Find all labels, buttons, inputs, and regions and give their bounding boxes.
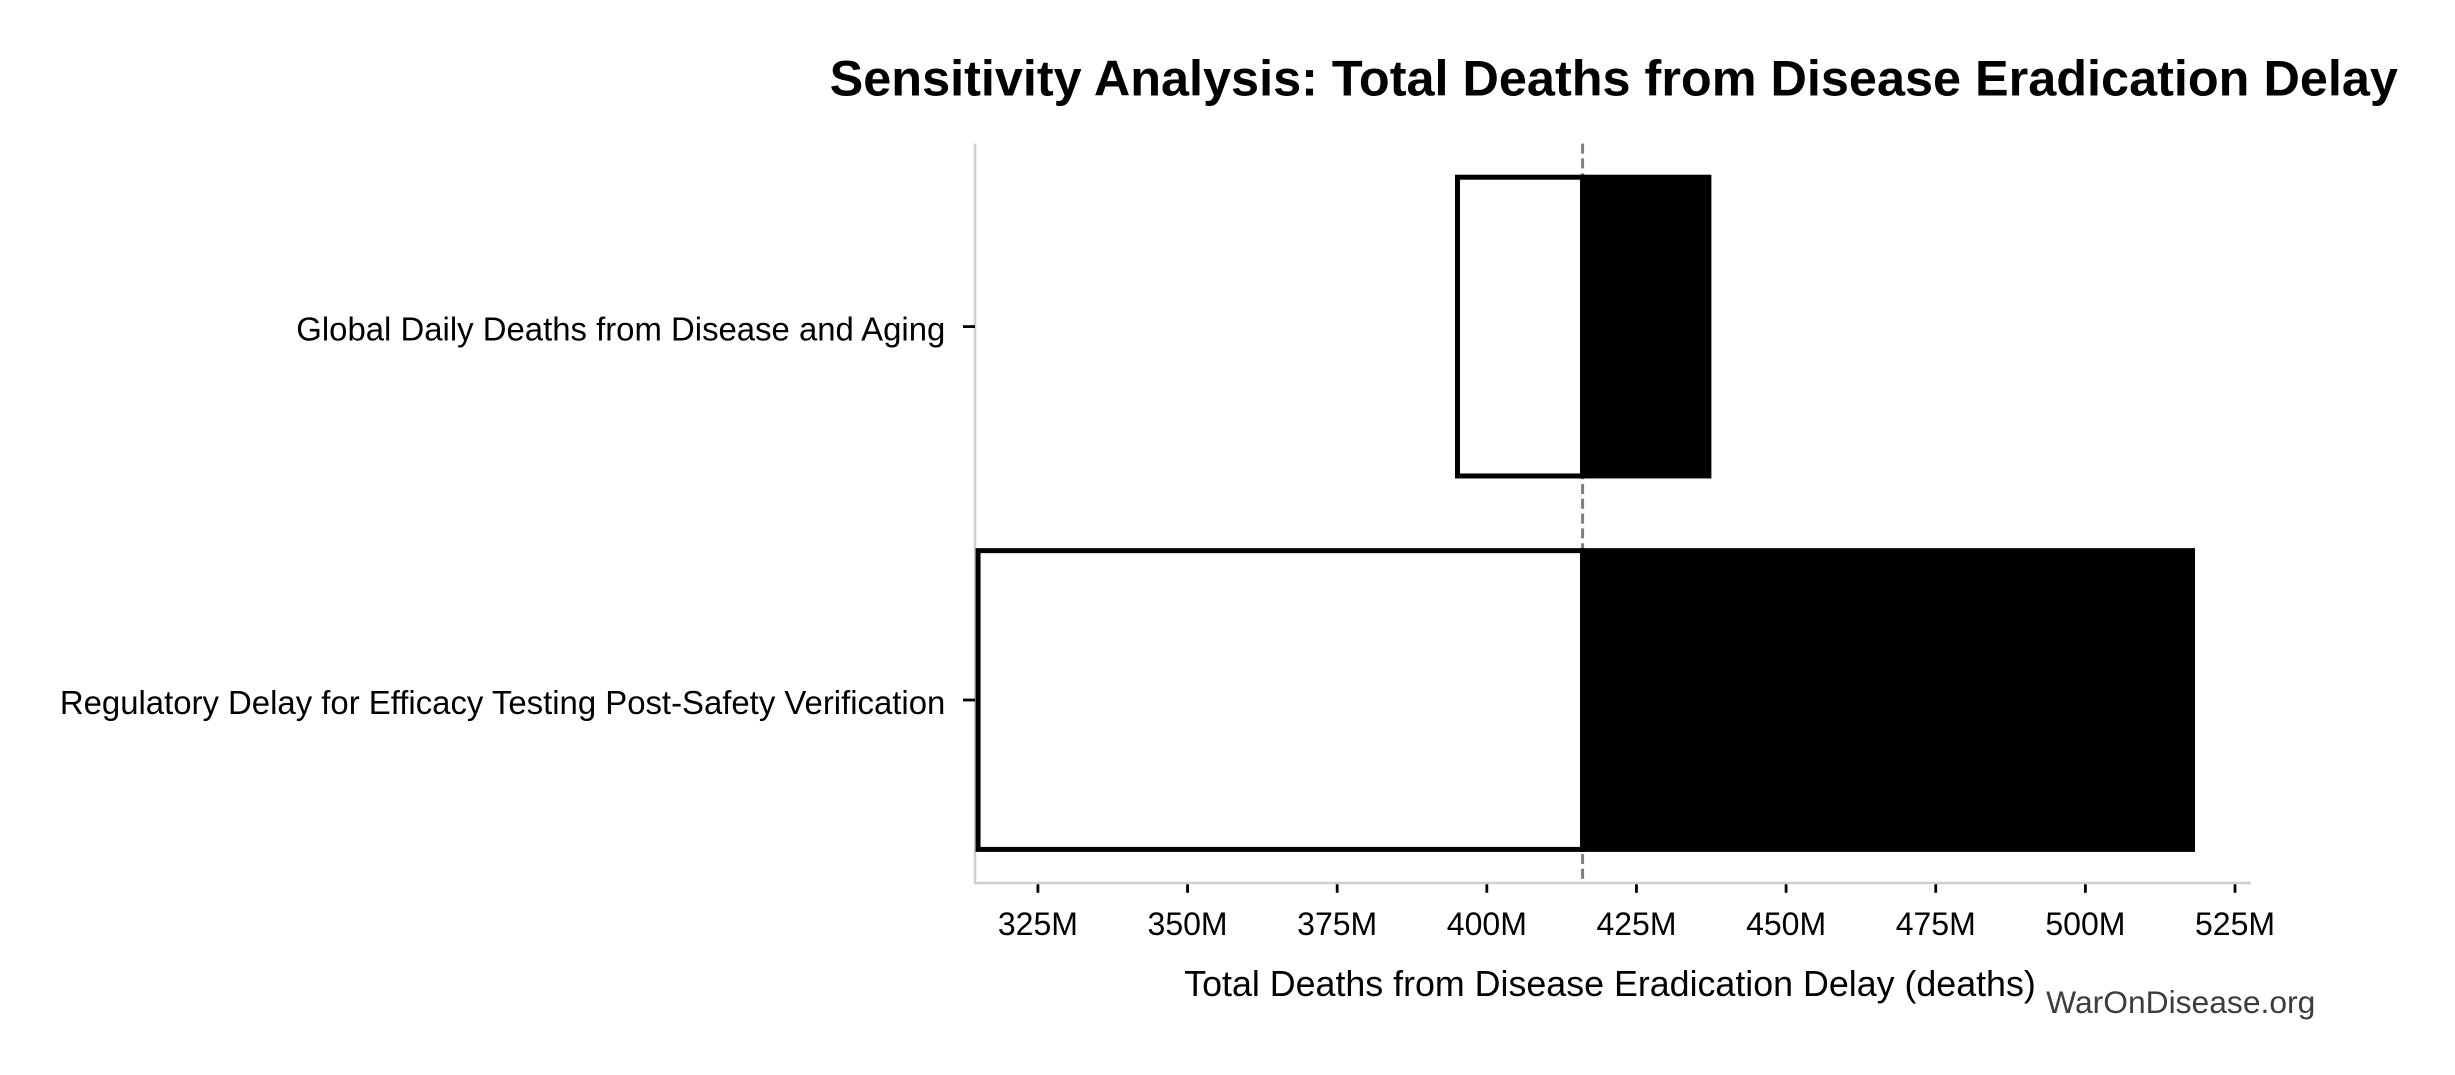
x-tick-label-6: 475M: [1896, 906, 1976, 942]
x-tick-label-2: 375M: [1297, 906, 1377, 942]
x-tick-label-1: 350M: [1148, 906, 1228, 942]
x-tick-label-4: 425M: [1596, 906, 1676, 942]
bar-low-segment-0: [1454, 174, 1586, 479]
y-category-label-0: Global Daily Deaths from Disease and Agi…: [296, 310, 945, 347]
y-category-label-1: Regulatory Delay for Efficacy Testing Po…: [60, 684, 945, 721]
watermark-text: WarOnDisease.org: [2046, 984, 2315, 1020]
x-axis-label: Total Deaths from Disease Eradication De…: [1184, 964, 2036, 1004]
y-axis: Global Daily Deaths from Disease and Agi…: [60, 310, 975, 721]
bar-high-segment-1: [1580, 548, 2196, 852]
bar-low-segment-1: [975, 548, 1586, 852]
x-tick-label-8: 525M: [2195, 906, 2275, 942]
bar-high-segment-0: [1580, 174, 1712, 479]
x-axis: 325M 350M 375M 400M 425M 450M 475M 500M 525M: [998, 884, 2275, 942]
x-tick-label-0: 325M: [998, 906, 1078, 942]
bars-group: [975, 174, 2196, 852]
x-tick-label-7: 500M: [2045, 906, 2125, 942]
chart-title: Sensitivity Analysis: Total Deaths from …: [830, 50, 2398, 107]
x-tick-label-3: 400M: [1447, 906, 1527, 942]
x-tick-label-5: 450M: [1746, 906, 1826, 942]
